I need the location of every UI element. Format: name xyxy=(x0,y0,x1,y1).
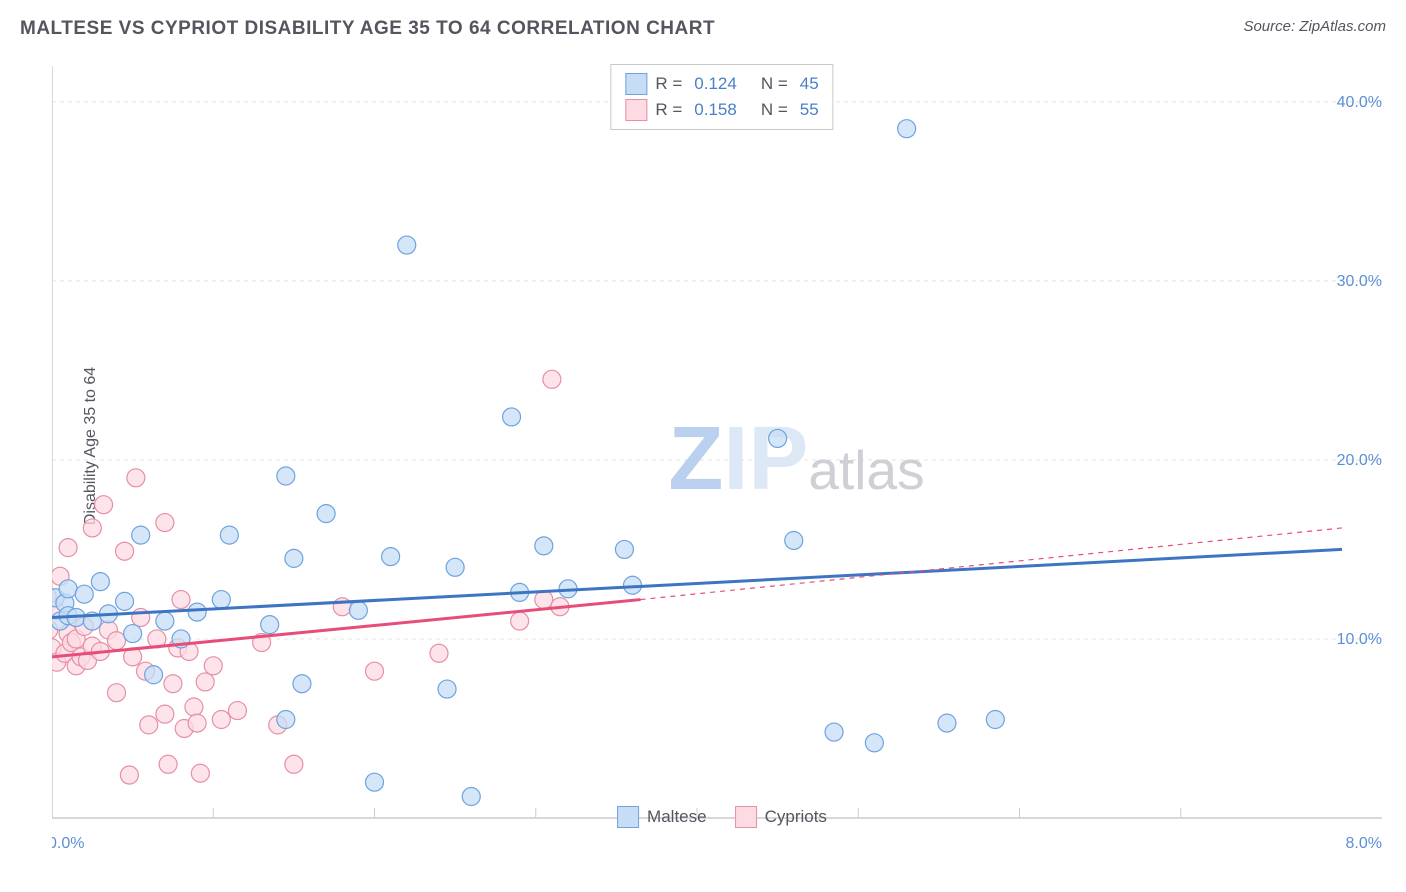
maltese-r-value: 0.124 xyxy=(694,74,737,94)
cypriots-point xyxy=(156,705,174,723)
maltese-point xyxy=(382,548,400,566)
cypriots-point xyxy=(228,702,246,720)
legend-item-cypriots: Cypriots xyxy=(735,806,827,828)
series-legend: Maltese Cypriots xyxy=(617,806,827,828)
cypriots-legend-label: Cypriots xyxy=(765,807,827,827)
cypriots-r-value: 0.158 xyxy=(694,100,737,120)
maltese-point xyxy=(317,505,335,523)
chart-svg: 10.0% 20.0% 30.0% 40.0% ZIPatlas 0.0% 8.0% xyxy=(52,58,1392,868)
maltese-point xyxy=(825,723,843,741)
maltese-point xyxy=(75,585,93,603)
cypriots-point xyxy=(59,539,77,557)
maltese-point xyxy=(615,540,633,558)
maltese-point xyxy=(535,537,553,555)
maltese-point xyxy=(212,591,230,609)
maltese-point xyxy=(462,788,480,806)
cypriots-legend-swatch xyxy=(735,806,757,828)
maltese-point xyxy=(446,558,464,576)
stats-row-cypriots: R = 0.158 N = 55 xyxy=(625,97,818,123)
cypriots-swatch xyxy=(625,99,647,121)
maltese-point xyxy=(116,592,134,610)
maltese-point xyxy=(124,625,142,643)
correlation-chart: MALTESE VS CYPRIOT DISABILITY AGE 35 TO … xyxy=(0,0,1406,892)
cypriots-point xyxy=(120,766,138,784)
stats-row-maltese: R = 0.124 N = 45 xyxy=(625,71,818,97)
maltese-legend-swatch xyxy=(617,806,639,828)
svg-text:10.0%: 10.0% xyxy=(1337,631,1382,648)
maltese-point xyxy=(438,680,456,698)
maltese-point xyxy=(277,467,295,485)
cypriots-point xyxy=(164,675,182,693)
cypriots-point xyxy=(172,591,190,609)
maltese-point xyxy=(156,612,174,630)
maltese-point xyxy=(769,429,787,447)
maltese-point xyxy=(220,526,238,544)
maltese-point xyxy=(261,616,279,634)
maltese-point xyxy=(277,711,295,729)
maltese-legend-label: Maltese xyxy=(647,807,707,827)
svg-text:40.0%: 40.0% xyxy=(1337,94,1382,111)
n-label: N = xyxy=(761,74,788,94)
maltese-point xyxy=(898,120,916,138)
maltese-point xyxy=(785,531,803,549)
maltese-point xyxy=(503,408,521,426)
cypriots-trendline-ext xyxy=(641,528,1342,600)
chart-header: MALTESE VS CYPRIOT DISABILITY AGE 35 TO … xyxy=(20,18,1386,40)
cypriots-n-value: 55 xyxy=(800,100,819,120)
maltese-point xyxy=(865,734,883,752)
maltese-point xyxy=(132,526,150,544)
cypriots-point xyxy=(108,632,126,650)
svg-text:20.0%: 20.0% xyxy=(1337,452,1382,469)
maltese-point xyxy=(398,236,416,254)
cypriots-point xyxy=(543,370,561,388)
svg-text:8.0%: 8.0% xyxy=(1346,835,1382,852)
svg-text:30.0%: 30.0% xyxy=(1337,273,1382,290)
cypriots-point xyxy=(185,698,203,716)
cypriots-point xyxy=(366,662,384,680)
maltese-point xyxy=(285,549,303,567)
watermark: ZIPatlas xyxy=(668,409,924,509)
cypriots-point xyxy=(95,496,113,514)
r-label: R = xyxy=(655,74,682,94)
cypriots-point xyxy=(196,673,214,691)
cypriots-point xyxy=(156,514,174,532)
maltese-trendline xyxy=(52,549,1342,617)
cypriots-point xyxy=(285,755,303,773)
maltese-point xyxy=(986,711,1004,729)
plot-area: 10.0%20.0%30.0%40.0%ZIPatlas0.0%8.0% R =… xyxy=(52,58,1392,828)
maltese-point xyxy=(293,675,311,693)
cypriots-point xyxy=(212,711,230,729)
cypriots-point xyxy=(127,469,145,487)
maltese-point xyxy=(59,580,77,598)
maltese-point xyxy=(349,601,367,619)
chart-title: MALTESE VS CYPRIOT DISABILITY AGE 35 TO … xyxy=(20,18,715,40)
maltese-point xyxy=(188,603,206,621)
cypriots-point xyxy=(430,644,448,662)
cypriots-point xyxy=(140,716,158,734)
cypriots-point xyxy=(188,714,206,732)
cypriots-point xyxy=(116,542,134,560)
maltese-n-value: 45 xyxy=(800,74,819,94)
n-label: N = xyxy=(761,100,788,120)
cypriots-point xyxy=(204,657,222,675)
cypriots-point xyxy=(511,612,529,630)
maltese-point xyxy=(145,666,163,684)
stats-legend: R = 0.124 N = 45 R = 0.158 N = 55 xyxy=(610,64,833,130)
maltese-point xyxy=(366,773,384,791)
maltese-point xyxy=(91,573,109,591)
chart-source: Source: ZipAtlas.com xyxy=(1243,18,1386,35)
cypriots-point xyxy=(191,764,209,782)
r-label: R = xyxy=(655,100,682,120)
cypriots-point xyxy=(108,684,126,702)
cypriots-point xyxy=(83,519,101,537)
cypriots-point xyxy=(159,755,177,773)
maltese-point xyxy=(938,714,956,732)
legend-item-maltese: Maltese xyxy=(617,806,707,828)
maltese-swatch xyxy=(625,73,647,95)
svg-text:0.0%: 0.0% xyxy=(52,835,84,852)
